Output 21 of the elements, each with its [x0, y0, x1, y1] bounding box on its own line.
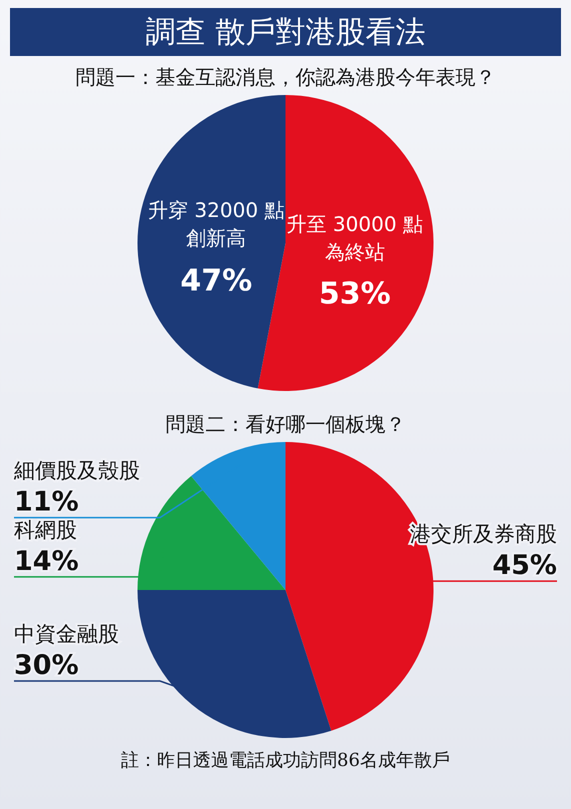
pie-slice [138, 590, 332, 738]
pie-slice [138, 476, 286, 590]
data-label: 45% [492, 550, 557, 582]
slice-label: 科網股 [14, 518, 77, 542]
slice-label: 細價股及殼股 [13, 458, 140, 483]
pie-slice [191, 442, 286, 590]
chart-subtitle: 問題一：基金互認消息，你認為港股今年表現？ [74, 64, 496, 91]
data-label: 47% [180, 263, 252, 298]
data-label: 14% [14, 546, 79, 577]
data-label: 53% [318, 276, 391, 312]
slice-label: 升穿 32000 點創新高 [147, 197, 286, 252]
pie-slice [286, 442, 434, 731]
pie-slice [258, 95, 434, 391]
chart-subtitle: 問題二：看好哪一個板塊？ [164, 411, 406, 438]
slice-label: 升至 30000 點為終站 [286, 210, 424, 266]
data-label: 11% [14, 486, 79, 518]
text: 註：昨日透過電話成功訪問86名成年散戶 [120, 749, 451, 772]
data-label: 30% [14, 650, 79, 682]
chart-title: 調查 散戶對港股看法 [10, 8, 561, 56]
slice-label: 中資金融股 [14, 622, 119, 646]
pie-slice [138, 95, 286, 388]
